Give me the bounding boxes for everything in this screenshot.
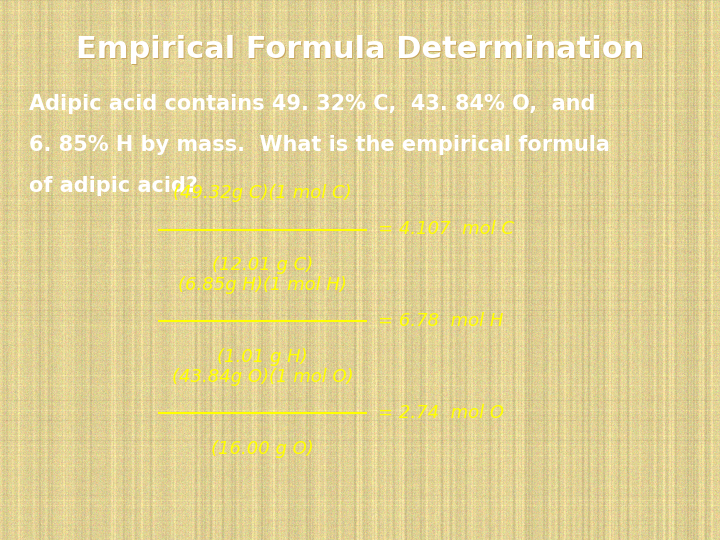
Text: (43.84g O)(1 mol O): (43.84g O)(1 mol O) [172,368,354,386]
Text: (12.01 g C): (12.01 g C) [212,256,313,274]
Text: Adipic acid contains 49. 32% C,  43. 84% O,  and: Adipic acid contains 49. 32% C, 43. 84% … [29,94,595,114]
Text: = 2.74  mol O: = 2.74 mol O [378,404,504,422]
Text: Empirical Formula Determination: Empirical Formula Determination [76,35,644,64]
Text: of adipic acid?: of adipic acid? [29,176,198,195]
Text: = 4.107  mol C: = 4.107 mol C [378,220,514,239]
Text: Empirical Formula Determination: Empirical Formula Determination [77,36,646,65]
Text: 6. 85% H by mass.  What is the empirical formula: 6. 85% H by mass. What is the empirical … [29,135,610,155]
Text: (1.01 g H): (1.01 g H) [217,348,308,366]
Text: (49.32g C)(1 mol C): (49.32g C)(1 mol C) [174,185,352,202]
Text: = 6.78  mol H: = 6.78 mol H [378,312,503,330]
Text: (16.00 g O): (16.00 g O) [212,440,314,458]
Text: (6.85g H)(1 mol H): (6.85g H)(1 mol H) [179,276,347,294]
